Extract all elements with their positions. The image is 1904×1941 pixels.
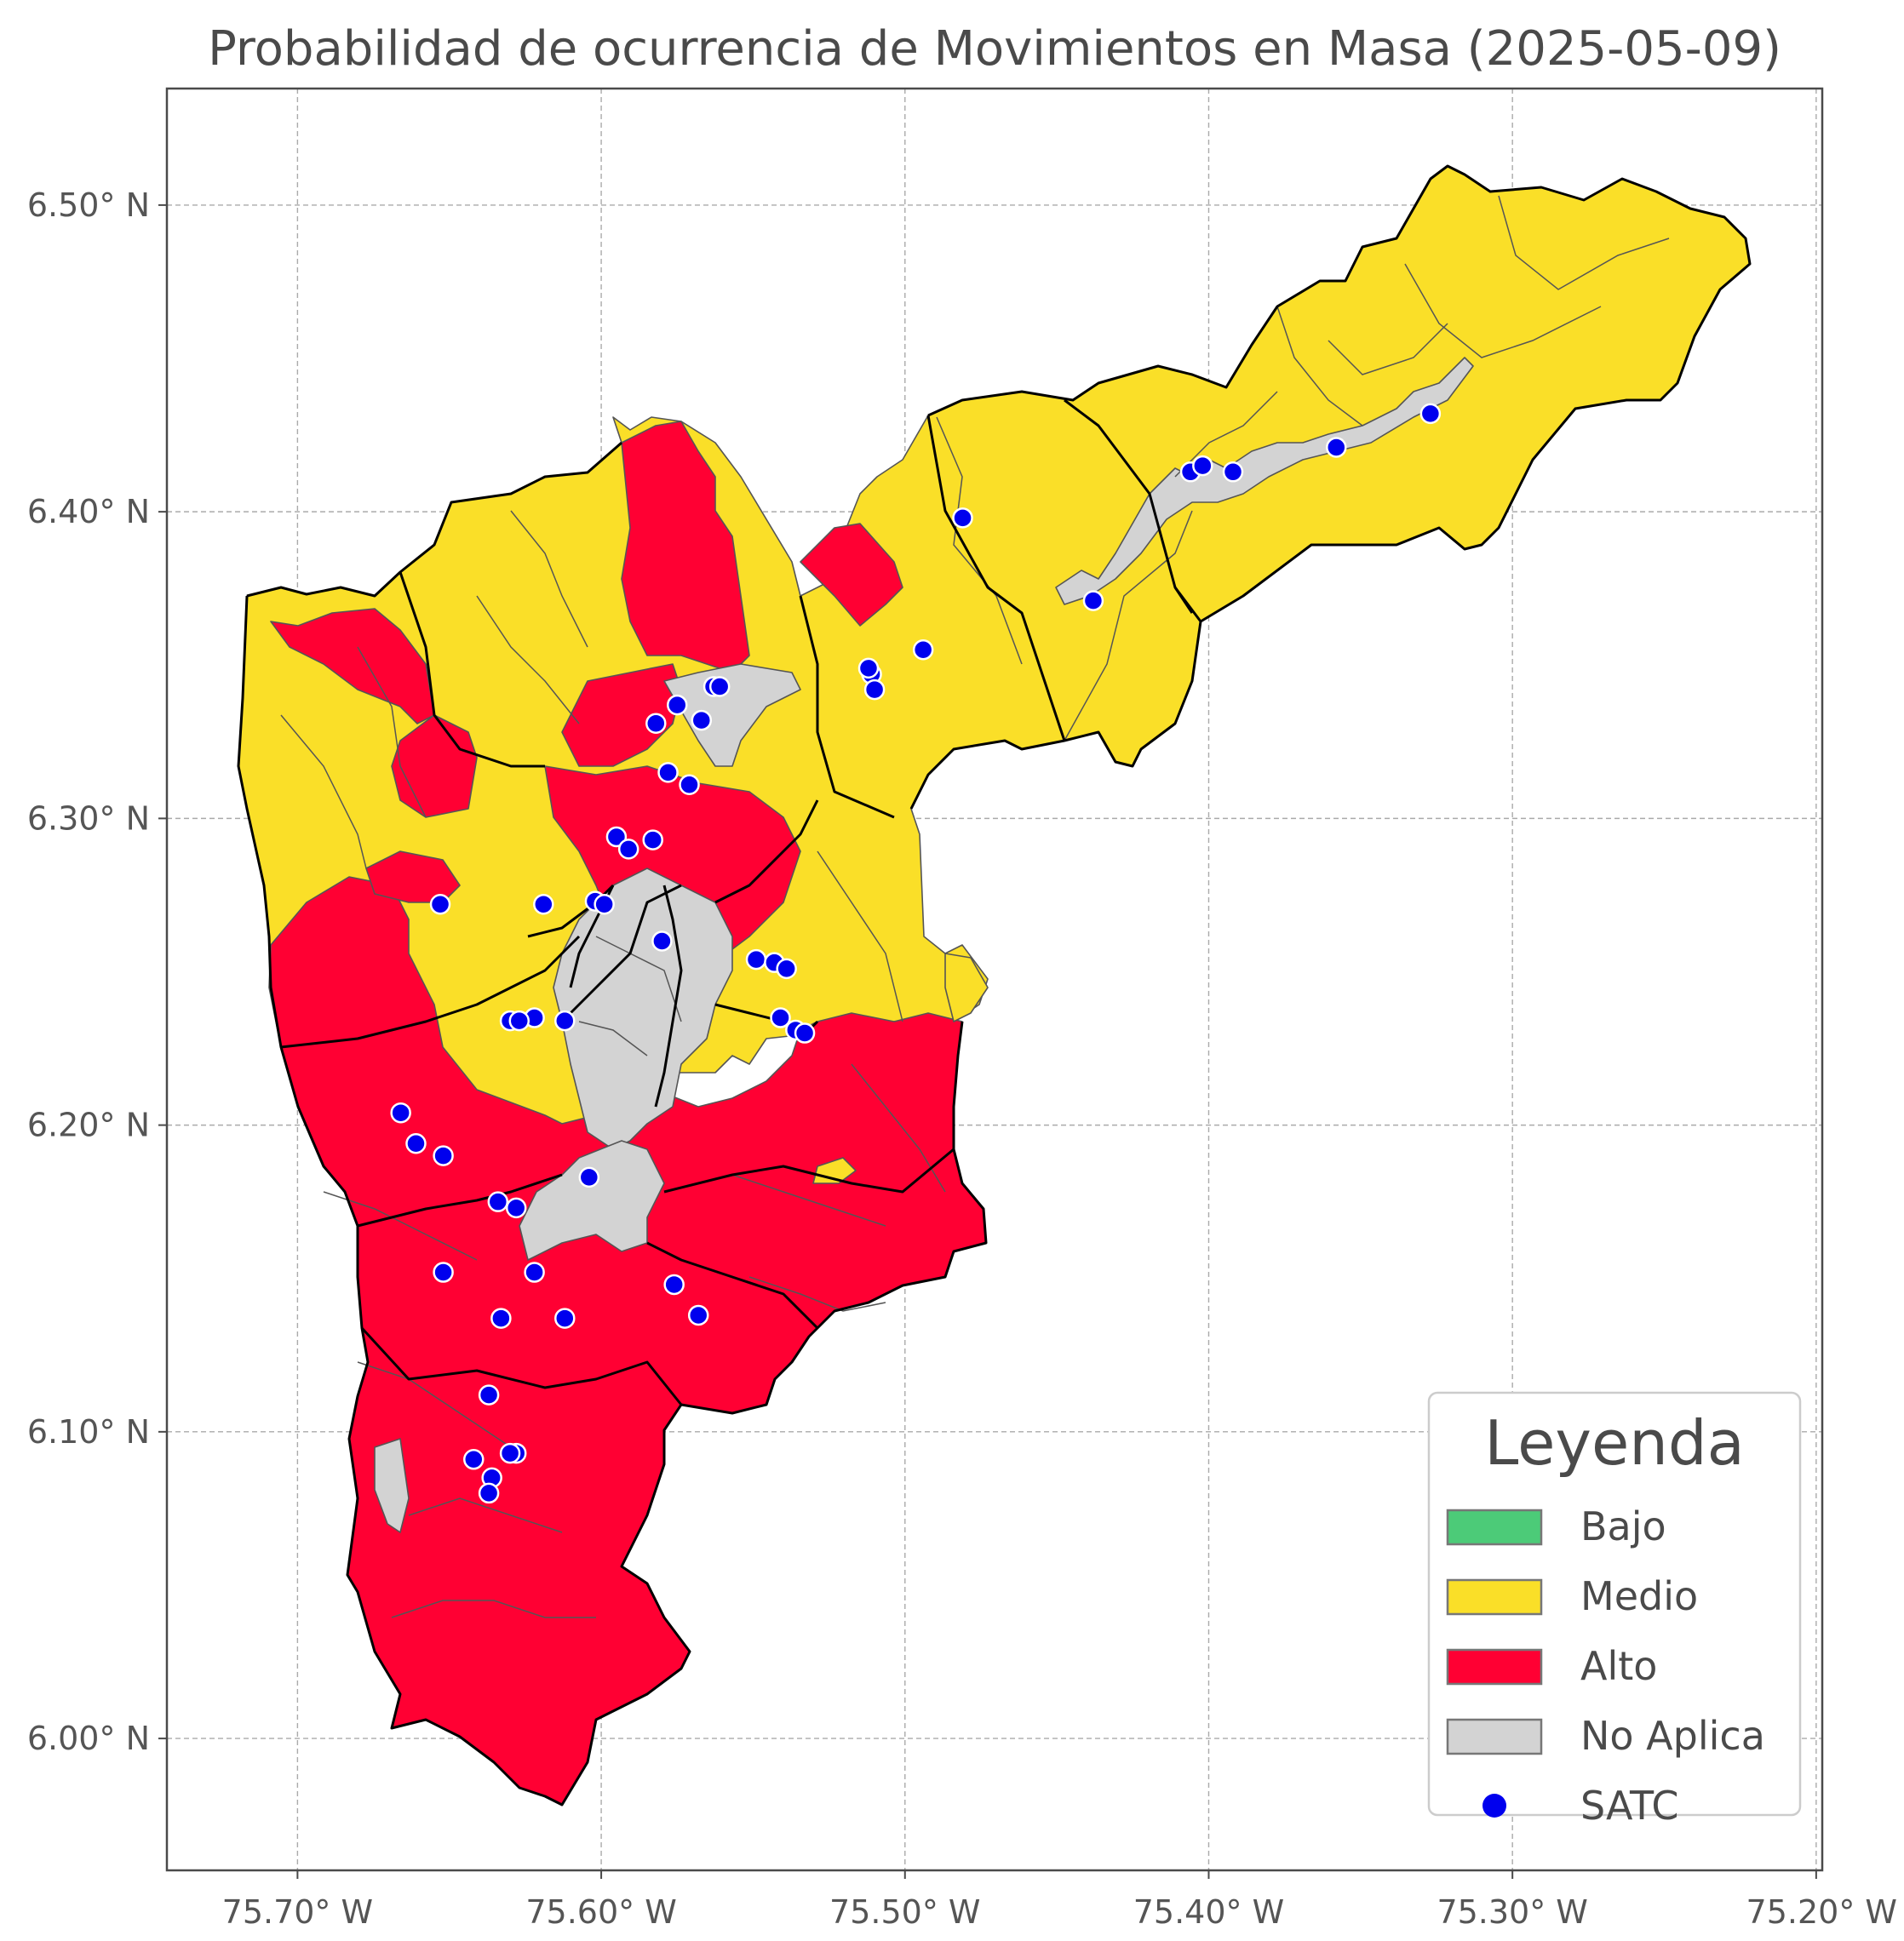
satc-station-marker bbox=[554, 1010, 576, 1032]
satc-station-marker bbox=[1326, 437, 1347, 458]
x-tick-label: 75.60° W bbox=[525, 1893, 676, 1931]
legend-label: Medio bbox=[1580, 1573, 1698, 1619]
satc-station-marker bbox=[642, 829, 663, 850]
satc-station-marker bbox=[478, 1384, 500, 1406]
satc-station-marker bbox=[463, 1449, 485, 1470]
satc-station-marker bbox=[605, 826, 628, 848]
satc-station-marker bbox=[657, 762, 679, 783]
satc-station-marker bbox=[508, 1010, 530, 1032]
satc-station-marker bbox=[776, 958, 797, 980]
region-alto-north-2 bbox=[800, 523, 903, 627]
satc-station-marker bbox=[745, 948, 767, 970]
satc-station-marker bbox=[687, 1304, 709, 1326]
y-tick-label: 6.50° N bbox=[27, 186, 150, 224]
satc-station-marker bbox=[499, 1442, 521, 1464]
satc-station-marker bbox=[651, 930, 673, 952]
y-tick-label: 6.00° N bbox=[27, 1720, 150, 1757]
subdivision-lines bbox=[280, 195, 1670, 1618]
y-tick-label: 6.10° N bbox=[27, 1413, 150, 1451]
satc-station-marker bbox=[667, 694, 688, 716]
legend-swatch bbox=[1446, 1648, 1543, 1686]
satc-station-marker bbox=[708, 676, 731, 697]
region-no-aplica-south-tip bbox=[374, 1438, 410, 1533]
satc-station-marker bbox=[594, 893, 615, 915]
x-tick-label: 75.30° W bbox=[1437, 1893, 1587, 1931]
x-tick-label: 75.20° W bbox=[1746, 1893, 1897, 1931]
y-axis-ticks: 6.00° N 6.10° N 6.20° N 6.30° N 6.40° N 6.50°… bbox=[27, 186, 167, 1757]
region-alto-north-1 bbox=[621, 421, 750, 673]
legend: Leyenda Bajo Medio Alto No Aplica SATC bbox=[1427, 1391, 1802, 1829]
x-tick-label: 75.50° W bbox=[829, 1893, 980, 1931]
municipality-borders bbox=[237, 164, 1752, 1806]
satc-station-marker bbox=[1082, 590, 1104, 611]
legend-box bbox=[1427, 1391, 1802, 1817]
satc-station-marker bbox=[554, 1308, 576, 1329]
legend-marker bbox=[1482, 1794, 1506, 1818]
satc-station-marker bbox=[663, 1274, 685, 1296]
satc-station-marker bbox=[478, 1482, 500, 1504]
legend-swatch bbox=[1446, 1578, 1543, 1616]
x-tick-label: 75.40° W bbox=[1133, 1893, 1284, 1931]
satc-station-marker bbox=[390, 1102, 411, 1124]
satc-station-marker bbox=[770, 1007, 791, 1028]
legend-title: Leyenda bbox=[1484, 1407, 1745, 1479]
region-alto-central bbox=[544, 765, 801, 971]
x-tick-label: 75.70° W bbox=[222, 1893, 373, 1931]
satc-station-marker bbox=[794, 1022, 816, 1044]
satc-station-marker bbox=[952, 507, 973, 529]
satc-station-marker bbox=[433, 1262, 454, 1283]
satc-stations bbox=[390, 403, 1442, 1504]
satc-station-marker bbox=[691, 709, 713, 731]
satc-station-marker bbox=[863, 678, 886, 701]
legend-label: SATC bbox=[1580, 1783, 1678, 1829]
chart-title: Probabilidad de ocurrencia de Movimiento… bbox=[208, 21, 1781, 77]
region-alto-west-1 bbox=[365, 850, 461, 903]
legend-swatch bbox=[1446, 1509, 1543, 1546]
satc-station-marker bbox=[857, 657, 880, 679]
satc-station-marker bbox=[524, 1262, 545, 1283]
satc-station-marker bbox=[1192, 455, 1213, 477]
satc-station-marker bbox=[433, 1145, 454, 1166]
satc-station-marker bbox=[487, 1191, 509, 1212]
satc-station-marker bbox=[405, 1132, 427, 1154]
legend-swatch bbox=[1446, 1718, 1543, 1755]
satc-station-marker bbox=[645, 713, 667, 734]
legend-label: No Aplica bbox=[1580, 1713, 1765, 1759]
x-axis-ticks: 75.70° W 75.60° W 75.50° W 75.40° W 75.30° W… bbox=[222, 1870, 1897, 1931]
satc-station-marker bbox=[617, 839, 639, 860]
satc-station-marker bbox=[1222, 461, 1244, 483]
satc-station-marker bbox=[679, 774, 700, 795]
y-tick-label: 6.40° N bbox=[27, 493, 150, 530]
y-tick-label: 6.20° N bbox=[27, 1107, 150, 1144]
y-tick-label: 6.30° N bbox=[27, 799, 150, 837]
region-alto-north-5 bbox=[561, 663, 682, 767]
axes-frame bbox=[165, 87, 1824, 1872]
satc-station-marker bbox=[429, 893, 451, 915]
legend-label: Bajo bbox=[1580, 1503, 1666, 1549]
legend-label: Alto bbox=[1580, 1643, 1657, 1689]
region-medio-east-lobe bbox=[944, 953, 989, 1022]
satc-station-marker bbox=[505, 1197, 527, 1219]
region-no-aplica-south bbox=[519, 1140, 665, 1261]
satc-station-marker bbox=[1419, 403, 1442, 425]
region-no-aplica-valley bbox=[663, 663, 801, 767]
satc-station-marker bbox=[578, 1166, 600, 1188]
satc-station-marker bbox=[490, 1308, 512, 1329]
satc-station-marker bbox=[533, 893, 554, 915]
satc-station-marker bbox=[912, 638, 934, 661]
region-no-aplica-urban bbox=[553, 867, 733, 1150]
